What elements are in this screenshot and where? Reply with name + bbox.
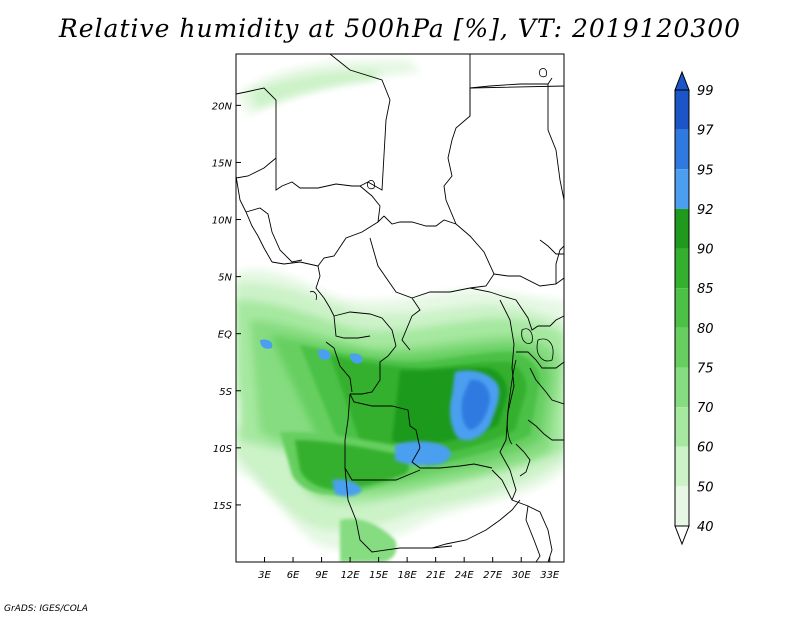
x-tick-label: 27E [483, 570, 503, 581]
colorbar-label: 92 [697, 203, 714, 218]
colorbar-segment [675, 327, 689, 368]
y-tick-label: 5S [219, 387, 232, 398]
footer-credit: GrADS: IGES/COLA [4, 604, 88, 614]
colorbar-label: 99 [697, 84, 714, 99]
colorbar-label: 95 [697, 163, 714, 178]
y-axis-ticks: 20N 15N 10N 5N EQ 5S 10S 15S [212, 101, 241, 512]
y-tick-label: 15S [213, 501, 233, 512]
colorbar-segment [675, 446, 689, 487]
y-tick-label: EQ [218, 330, 232, 341]
colorbar-segment [675, 407, 689, 447]
colorbar-segment [675, 169, 689, 209]
colorbar-label: 40 [697, 520, 714, 535]
y-tick-label: 10S [213, 444, 233, 455]
colorbar-frame [674, 89, 690, 527]
lake-outlines [309, 68, 554, 445]
y-tick-label: 15N [212, 158, 233, 169]
colorbar-label: 80 [697, 322, 714, 337]
colorbar-segment [675, 129, 689, 170]
colorbar-segment [675, 248, 689, 289]
x-tick-label: 33E [540, 570, 560, 581]
y-tick-label: 20N [212, 101, 233, 112]
x-tick-label: 12E [341, 570, 361, 581]
plot-frame [235, 53, 565, 563]
map-title: Relative humidity at 500hPa [%], VT: 201… [58, 14, 742, 43]
colorbar-label: 70 [697, 401, 714, 416]
colorbar-label: 85 [697, 282, 714, 297]
x-tick-label: 3E [258, 570, 271, 581]
humidity-field [236, 59, 564, 562]
colorbar-segment [675, 486, 689, 526]
x-tick-label: 15E [369, 570, 389, 581]
x-tick-label: 24E [455, 570, 475, 581]
x-tick-label: 6E [287, 570, 300, 581]
x-tick-label: 30E [512, 570, 532, 581]
colorbar-segment [675, 288, 689, 328]
colorbar-segment [675, 208, 689, 249]
colorbar-bottom-arrow [674, 525, 690, 546]
x-tick-label: 18E [398, 570, 418, 581]
colorbar-label: 97 [697, 124, 714, 139]
y-tick-label: 5N [218, 273, 232, 284]
x-tick-label: 21E [426, 570, 446, 581]
colorbar-label: 60 [697, 441, 714, 456]
colorbar-segment [675, 367, 689, 408]
colorbar-top-arrow [674, 70, 690, 91]
colorbar-label: 50 [697, 480, 714, 495]
colorbar-segment [675, 90, 689, 130]
colorbar-label: 90 [697, 243, 714, 258]
country-borders [236, 54, 564, 562]
colorbar-label: 75 [697, 361, 714, 376]
y-tick-label: 10N [212, 216, 233, 227]
x-axis-ticks: 3E 6E 9E 12E 15E 18E 21E 24E 27E 30E 33E [258, 557, 560, 581]
colorbar: 99 97 95 92 90 85 80 75 70 60 50 40 [674, 70, 714, 546]
x-tick-label: 9E [315, 570, 328, 581]
